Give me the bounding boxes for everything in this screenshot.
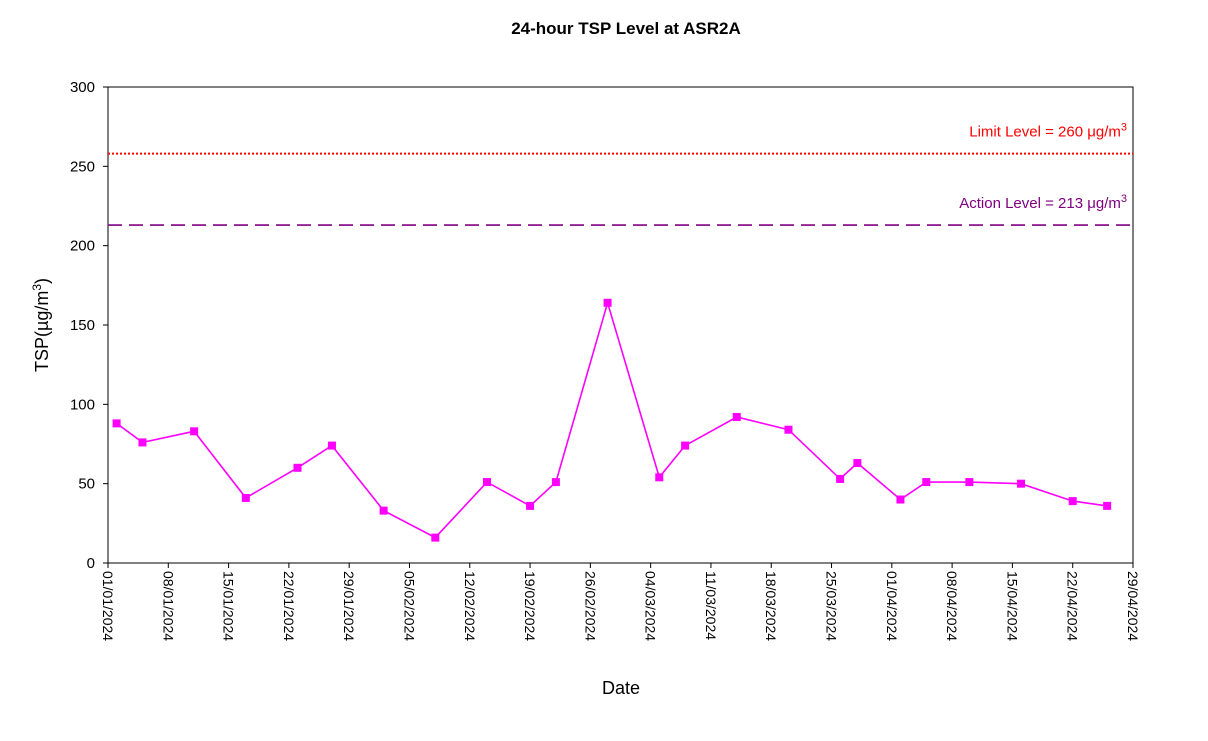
data-point <box>732 413 741 422</box>
x-tick-label: 08/01/2024 <box>160 571 176 641</box>
x-axis-title: Date <box>602 678 640 698</box>
y-tick-label: 300 <box>70 79 95 96</box>
series-line <box>116 299 1108 539</box>
x-tick-label: 15/01/2024 <box>221 571 237 641</box>
y-tick-label: 0 <box>87 555 95 572</box>
data-point <box>293 463 302 472</box>
x-tick-label: 15/04/2024 <box>1004 571 1020 641</box>
data-point <box>896 495 905 504</box>
chart-title: 24-hour TSP Level at ASR2A <box>511 19 741 38</box>
plot-area <box>107 86 1134 564</box>
y-tick-label: 100 <box>70 396 95 413</box>
x-tick-label: 25/03/2024 <box>824 571 840 641</box>
reference-lines: Limit Level = 260 μg/m3 Action Level = 21… <box>108 122 1133 226</box>
data-point <box>784 425 793 434</box>
x-tick-label: 11/03/2024 <box>703 571 719 640</box>
x-axis: 01/01/2024 08/01/2024 15/01/2024 22/01/2024… <box>100 563 1141 641</box>
x-tick-label: 29/04/2024 <box>1125 571 1141 641</box>
x-tick-label: 22/04/2024 <box>1065 571 1081 641</box>
data-point <box>482 478 491 487</box>
y-tick-label: 250 <box>70 158 95 175</box>
data-point <box>681 441 690 450</box>
data-point <box>526 501 535 510</box>
data-point <box>551 478 560 487</box>
data-point <box>853 459 862 468</box>
data-point <box>836 474 845 483</box>
data-point <box>655 473 664 482</box>
data-point <box>922 478 931 487</box>
data-point <box>431 533 440 542</box>
x-tick-label: 19/02/2024 <box>522 571 538 641</box>
action-level-label: Action Level = 213 μg/m3 <box>959 193 1127 212</box>
data-point <box>1068 497 1077 506</box>
data-point <box>241 493 250 502</box>
data-point <box>603 298 612 307</box>
x-tick-label: 22/01/2024 <box>281 571 297 641</box>
y-tick-label: 50 <box>78 476 95 493</box>
data-point <box>190 427 199 436</box>
x-tick-label: 26/02/2024 <box>582 571 598 641</box>
x-tick-label: 18/03/2024 <box>763 571 779 641</box>
data-point <box>379 506 388 515</box>
data-point <box>138 438 147 447</box>
data-point <box>112 419 121 428</box>
data-point <box>1103 501 1112 510</box>
x-tick-label: 01/01/2024 <box>100 571 116 641</box>
data-point <box>1017 479 1026 488</box>
data-point <box>327 441 336 450</box>
x-tick-label: 12/02/2024 <box>462 571 478 641</box>
limit-level-label: Limit Level = 260 μg/m3 <box>969 122 1127 141</box>
data-series <box>112 298 1112 542</box>
y-axis-title: TSP(µg/m3) <box>30 278 52 372</box>
x-tick-label: 29/01/2024 <box>341 571 357 641</box>
y-tick-label: 150 <box>70 317 95 334</box>
x-tick-label: 04/03/2024 <box>643 571 659 641</box>
x-tick-label: 08/04/2024 <box>944 571 960 641</box>
y-axis: 0 50 100 150 200 250 300 <box>70 79 108 572</box>
data-point <box>965 478 974 487</box>
y-tick-label: 200 <box>70 238 95 255</box>
x-tick-label: 01/04/2024 <box>884 571 900 641</box>
x-tick-label: 05/02/2024 <box>401 571 417 641</box>
